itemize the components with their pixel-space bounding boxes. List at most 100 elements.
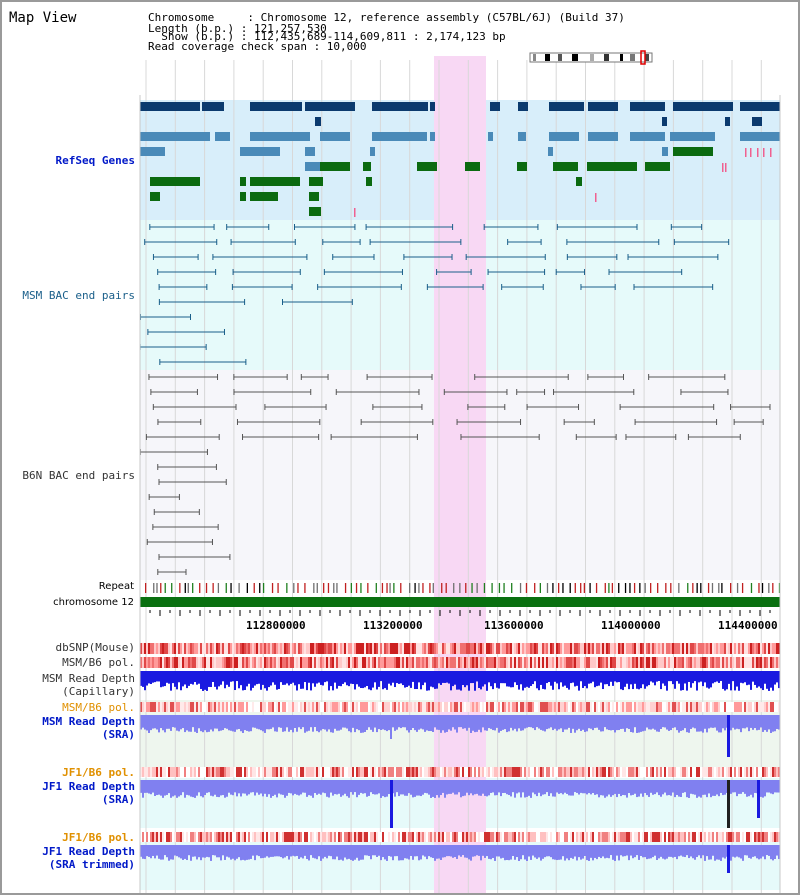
msm-capillary-depth-bar (370, 671, 372, 691)
dbsnp-cell (340, 643, 342, 654)
jf1-sra-depth-bar (482, 780, 484, 794)
msm-sra-depth-bar (586, 715, 588, 732)
jf1-pol2-cell (280, 832, 282, 842)
msm-sra-depth-bar (748, 715, 750, 732)
msm-pol2-cell (716, 702, 718, 712)
jf1-trimmed-depth-bar (678, 845, 680, 857)
dbsnp-cell (318, 643, 320, 654)
jf1-trimmed-depth-bar (494, 845, 496, 861)
repeat-feature (644, 583, 646, 593)
msm-pol2-cell (540, 702, 542, 712)
msm-pol2-cell (282, 702, 284, 712)
track-label-jf1-depth-sra[interactable]: JF1 Read Depth (42, 780, 135, 793)
jf1-sra-depth-bar (536, 780, 538, 797)
jf1-pol-cell (726, 767, 728, 777)
msm-sra-depth-bar (562, 715, 564, 733)
msm-sra-depth-bar (324, 715, 326, 730)
msm-pol2-cell (208, 702, 210, 712)
jf1-pol2-cell (360, 832, 362, 842)
jf1-pol-cell (490, 767, 492, 777)
msm-sra-depth-bar (558, 715, 560, 730)
repeat-feature (511, 583, 513, 593)
msm-sra-depth-bar (560, 715, 562, 729)
msm-pol2-cell (392, 702, 394, 712)
jf1-sra-depth-bar (486, 780, 488, 797)
msm-capillary-depth-bar (296, 671, 298, 691)
jf1-trimmed-depth-bar (338, 845, 340, 861)
jf1-trimmed-depth-bar (690, 845, 692, 857)
jf1-pol-cell (624, 767, 626, 777)
dbsnp-cell (740, 643, 742, 654)
msm-sra-depth-bar (620, 715, 622, 729)
track-label-msm-depth-sra[interactable]: MSM Read Depth (42, 715, 135, 728)
msm-capillary-depth-bar (282, 671, 284, 685)
jf1-trimmed-depth-bar (688, 845, 690, 859)
jf1-sra-depth-bar (512, 780, 514, 793)
jf1-sra-depth-bar (278, 780, 280, 794)
msm-pol-cell (546, 657, 548, 668)
jf1-trimmed-depth-bar (464, 845, 466, 858)
track-label-repeat[interactable]: Repeat (98, 581, 134, 592)
msm-capillary-depth-bar (202, 671, 204, 691)
track-label-msm-bac[interactable]: MSM BAC end pairs (22, 289, 135, 302)
track-label-msm-b6-pol-1[interactable]: MSM/B6 pol. (62, 656, 135, 669)
msm-pol-cell (264, 657, 266, 668)
msm-pol2-cell (762, 702, 764, 712)
gene-small-feature (722, 163, 724, 172)
jf1-pol2-cell (254, 832, 256, 842)
track-label-msm-depth-capillary[interactable]: MSM Read Depth (42, 672, 135, 685)
jf1-sra-depth-bar (542, 780, 544, 795)
track-label-jf1-b6-pol-2[interactable]: JF1/B6 pol. (62, 831, 135, 844)
msm-pol-cell (416, 657, 418, 668)
msm-sra-depth-bar (192, 715, 194, 728)
msm-sra-depth-bar (140, 715, 142, 730)
msm-pol2-cell (694, 702, 696, 712)
jf1-trimmed-depth-bar (216, 845, 218, 858)
dbsnp-cell (670, 643, 672, 654)
jf1-pol-cell (324, 767, 326, 777)
msm-pol-cell (240, 657, 242, 668)
msm-capillary-depth-bar (556, 671, 558, 684)
dbsnp-cell (614, 643, 616, 654)
jf1-pol-cell (270, 767, 272, 777)
track-label-dbsnp[interactable]: dbSNP(Mouse) (55, 641, 135, 654)
msm-pol2-cell (284, 702, 286, 712)
track-label-jf1-depth-trimmed[interactable]: JF1 Read Depth (42, 845, 135, 858)
msm-pol-cell (732, 657, 734, 668)
msm-pol-cell (190, 657, 192, 668)
jf1-pol2-cell (640, 832, 642, 842)
jf1-pol-cell (472, 767, 474, 777)
dbsnp-cell (190, 643, 192, 654)
jf1-sra-depth-bar (168, 780, 170, 794)
msm-pol2-cell (518, 702, 520, 712)
msm-sra-depth-bar (758, 715, 760, 730)
jf1-trimmed-depth-bar (616, 845, 618, 856)
msm-sra-depth-bar (152, 715, 154, 729)
msm-sra-depth-bar (422, 715, 424, 730)
track-label-msm-b6-pol-2[interactable]: MSM/B6 pol. (62, 701, 135, 714)
jf1-pol2-cell (598, 832, 600, 842)
msm-pol-cell (224, 657, 226, 668)
jf1-pol-cell (402, 767, 404, 777)
track-label-refseq[interactable]: RefSeq Genes (55, 154, 135, 167)
msm-pol-cell (488, 657, 490, 668)
msm-pol2-cell (650, 702, 652, 712)
msm-pol-cell (582, 657, 584, 668)
track-label-jf1-b6-pol-1[interactable]: JF1/B6 pol. (62, 766, 135, 779)
msm-sra-depth-bar (194, 715, 196, 732)
jf1-sra-depth-bar (660, 780, 662, 797)
track-label-b6n-bac[interactable]: B6N BAC end pairs (22, 469, 135, 482)
msm-pol2-cell (680, 702, 682, 712)
msm-pol-cell (714, 657, 716, 668)
dbsnp-cell (278, 643, 280, 654)
jf1-sra-depth-bar (628, 780, 630, 794)
msm-pol-cell (258, 657, 260, 668)
msm-capillary-depth-bar (164, 671, 166, 687)
msm-sra-depth-bar (402, 715, 404, 728)
jf1-trimmed-depth-bar (676, 845, 678, 860)
jf1-sra-depth-bar (602, 780, 604, 796)
dbsnp-cell (252, 643, 254, 654)
msm-sra-depth-bar (630, 715, 632, 732)
msm-sra-depth-bar (186, 715, 188, 731)
